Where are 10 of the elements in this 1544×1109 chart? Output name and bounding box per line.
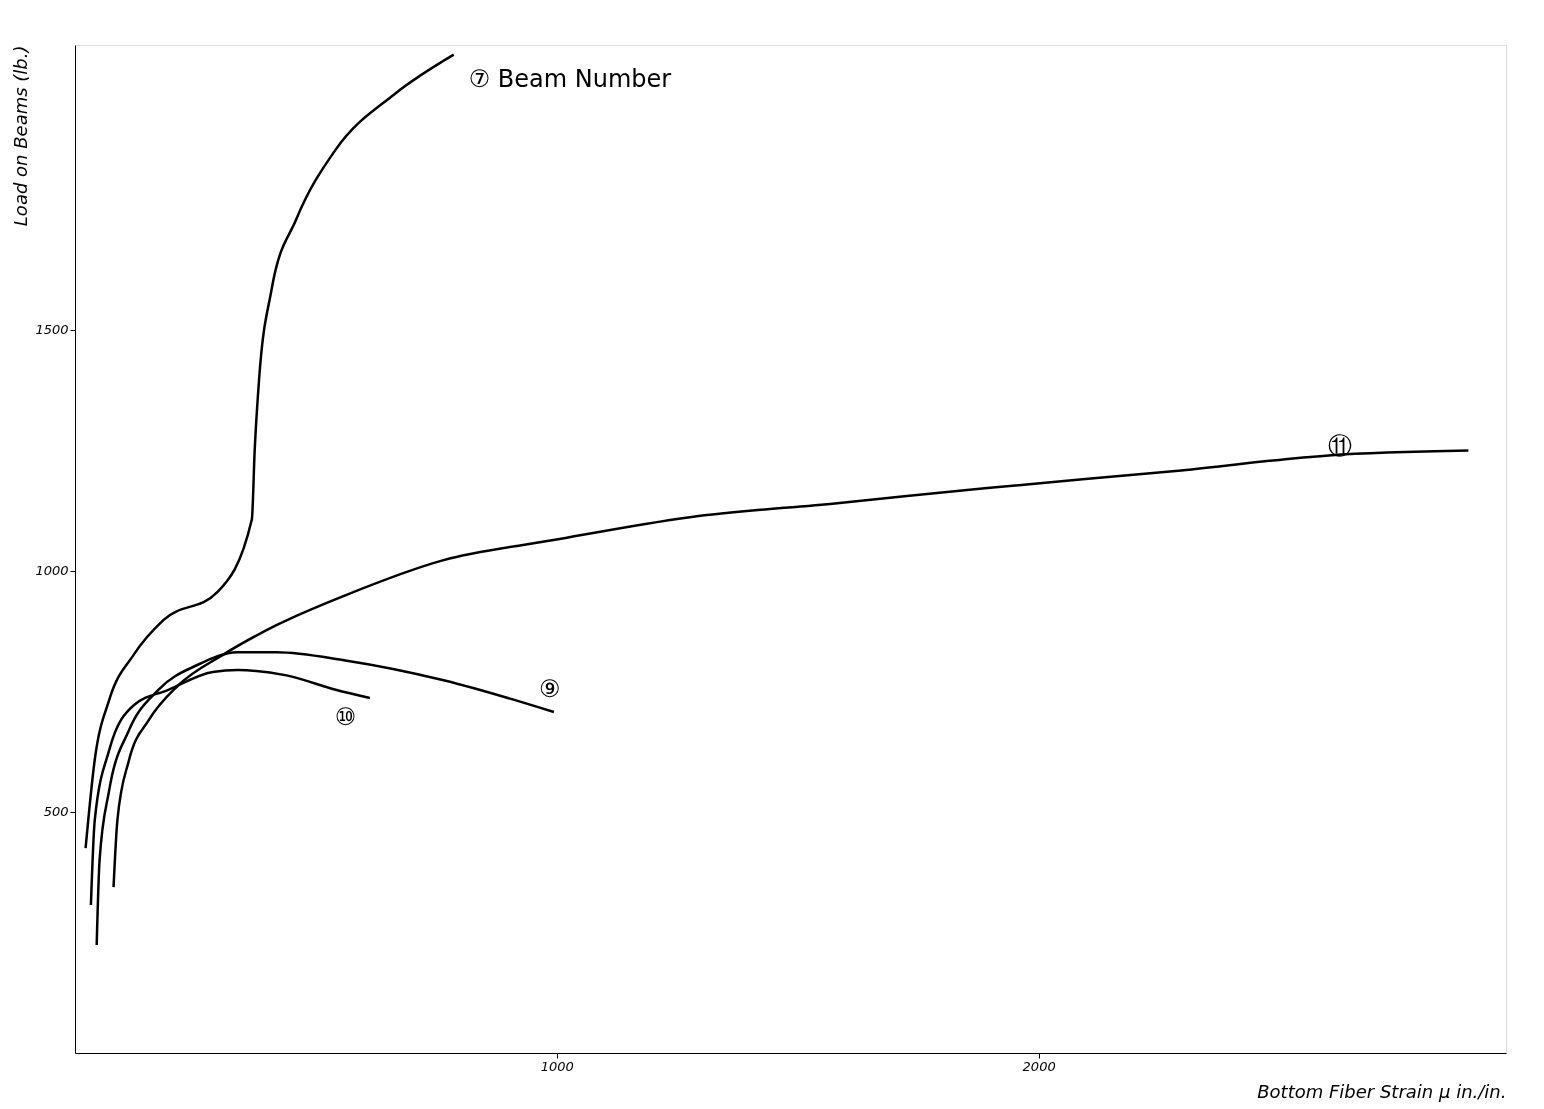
y-tick-label: 1000	[35, 563, 69, 579]
series-label: ⑦ Beam Number	[468, 64, 672, 93]
line-series	[84, 53, 455, 850]
y-tick-label: 500	[43, 804, 69, 820]
series-label: ⑨	[538, 675, 561, 704]
y-tick-label: 1500	[35, 322, 69, 338]
series-label: ⑩	[334, 703, 357, 732]
x-axis-title: Bottom Fiber Strain μ in./in.	[1257, 1080, 1507, 1102]
x-tick-label: 2000	[1022, 1058, 1056, 1074]
y-axis-title: Load on Beams (lb.)	[9, 45, 31, 227]
